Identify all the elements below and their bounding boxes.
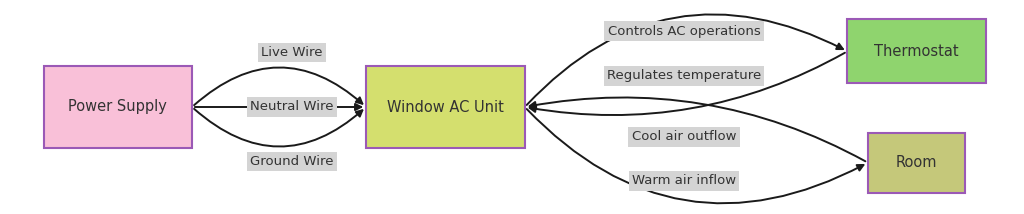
Text: Ground Wire: Ground Wire [250, 155, 334, 168]
FancyBboxPatch shape [44, 66, 193, 148]
FancyArrowPatch shape [526, 14, 843, 105]
Text: Room: Room [896, 155, 937, 170]
Text: Cool air outflow: Cool air outflow [632, 131, 736, 143]
Text: Window AC Unit: Window AC Unit [387, 100, 504, 114]
Text: Warm air inflow: Warm air inflow [632, 174, 736, 187]
FancyBboxPatch shape [367, 66, 524, 148]
FancyArrowPatch shape [529, 53, 845, 115]
Text: Neutral Wire: Neutral Wire [250, 101, 334, 113]
FancyArrowPatch shape [529, 97, 865, 161]
Text: Controls AC operations: Controls AC operations [607, 25, 761, 37]
Text: Regulates temperature: Regulates temperature [607, 70, 761, 82]
Text: Live Wire: Live Wire [261, 46, 323, 59]
FancyArrowPatch shape [526, 109, 863, 203]
FancyBboxPatch shape [868, 133, 965, 193]
FancyBboxPatch shape [848, 19, 985, 83]
FancyArrowPatch shape [195, 104, 361, 110]
Text: Thermostat: Thermostat [874, 44, 958, 59]
FancyArrowPatch shape [195, 67, 362, 105]
FancyArrowPatch shape [195, 109, 362, 147]
Text: Power Supply: Power Supply [69, 100, 167, 114]
